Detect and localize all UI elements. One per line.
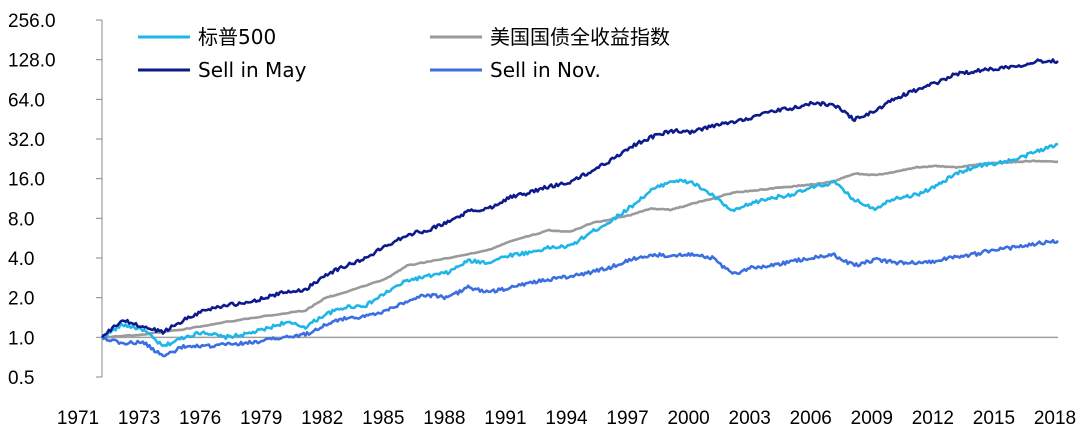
x-tick-label: 2000 [667,408,709,429]
y-tick-label: 8.0 [8,209,34,230]
x-tick-label: 2012 [912,408,954,429]
legend: 标普500 美国国债全收益指数 Sell in May Sell in Nov. [138,25,670,82]
x-tick-label: 1991 [484,408,526,429]
x-tick-label: 1979 [240,408,282,429]
y-tick-label: 1.0 [8,328,34,349]
x-tick-label: 2018 [1034,408,1076,429]
series-line-2 [101,58,1059,339]
y-tick-label: 32.0 [8,130,45,151]
y-tick-label: 64.0 [8,90,45,111]
y-tick-label: 128.0 [8,51,56,72]
x-tick-label: 1971 [57,408,99,429]
series-line-3 [101,238,1059,358]
series-line-1 [101,159,1058,339]
x-tick-label: 2003 [729,408,771,429]
x-tick-label: 2015 [973,408,1015,429]
x-axis: 1971 1973 1976 1979 1982 1985 1988 1991 1994 1997… [57,408,1076,429]
y-tick-label: 0.5 [8,368,34,389]
legend-label-3: Sell in Nov. [490,58,601,82]
y-axis: 256.0 128.0 64.0 32.0 16.0 8.0 4.0 2.0 1.0 0.5 [8,11,103,389]
x-tick-label: 1997 [606,408,648,429]
legend-label-2: Sell in May [198,58,307,82]
series-lines [101,58,1059,358]
y-tick-label: 2.0 [8,289,34,310]
x-tick-label: 1976 [179,408,221,429]
x-tick-label: 2006 [790,408,832,429]
y-tick-label: 16.0 [8,170,45,191]
legend-label-1: 美国国债全收益指数 [490,25,670,49]
series-line-0 [101,142,1059,348]
x-tick-label: 1973 [118,408,160,429]
y-tick-label: 4.0 [8,249,34,270]
x-tick-label: 1982 [301,408,343,429]
x-tick-label: 1985 [362,408,404,429]
x-tick-label: 1994 [545,408,588,429]
x-tick-label: 2009 [851,408,893,429]
y-tick-label: 256.0 [8,11,56,32]
x-tick-label: 1988 [423,408,465,429]
legend-label-0: 标普500 [198,25,276,49]
